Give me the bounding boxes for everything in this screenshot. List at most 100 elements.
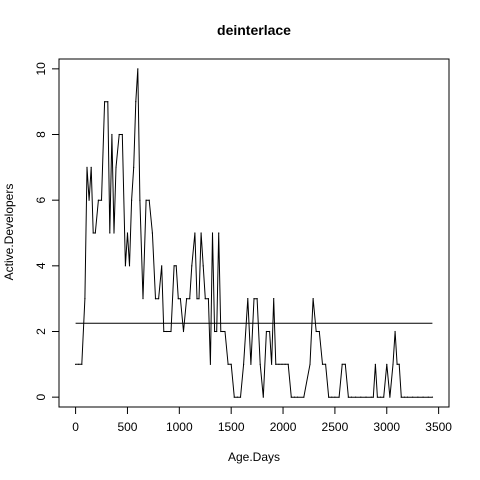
x-axis-label: Age.Days [228,450,280,464]
data-point [275,363,277,365]
y-tick-label: 4 [34,262,48,269]
data-point [350,396,353,398]
data-point [216,330,218,333]
y-tick-label: 8 [34,131,48,138]
data-point [94,232,96,234]
data-point [198,298,200,300]
data-point [107,101,109,103]
data-point [293,396,296,398]
plot-frame [58,58,450,408]
data-point [179,298,181,300]
data-point [256,298,258,300]
x-tick-label: 500 [117,420,137,434]
data-point [403,396,405,398]
x-tick-label: 2500 [322,420,349,434]
data-point [86,166,88,168]
data-point [239,396,242,398]
data-point [170,330,172,333]
x-tick-label: 0 [72,420,79,434]
data-point [177,298,179,300]
data-point [157,298,160,300]
data-point [250,363,252,365]
data-point [389,396,391,398]
data-point [338,396,340,398]
x-tick-label: 1000 [166,420,193,434]
data-point [113,232,115,234]
data-point [412,396,414,398]
data-point [175,265,177,267]
x-tick-label: 3500 [425,420,452,434]
data-point [163,330,165,333]
data-point [92,232,94,234]
data-point [355,396,357,398]
data-point [259,363,261,365]
data-point [202,265,204,267]
data-point [427,396,429,398]
data-point [81,363,83,365]
data-point [161,265,163,267]
data-point [131,199,133,201]
data-point [253,298,255,300]
data-point [194,232,196,234]
data-point [287,363,289,365]
data-point [196,298,198,300]
data-point [396,363,398,365]
x-tick-label: 1500 [218,420,245,434]
data-point [211,232,214,234]
data-point [118,133,120,136]
data-point [204,298,206,300]
data-point [233,396,235,398]
data-point [284,363,286,365]
data-point [218,232,220,234]
data-point [324,363,327,365]
data-point [185,298,188,300]
data-point [182,330,185,333]
data-point [166,330,168,333]
data-point [224,330,226,333]
x-tick-label: 2000 [270,420,297,434]
data-point [137,68,139,70]
data-point [278,363,280,365]
data-point [236,396,239,398]
data-point [151,232,153,234]
data-point [334,396,336,398]
data-point [406,396,409,398]
data-point [220,330,222,333]
y-tick-label: 2 [34,328,48,335]
data-point [376,396,379,398]
data-point [88,199,90,201]
y-tick-label: 0 [34,393,48,400]
data-point [321,363,324,365]
data-point [247,298,249,300]
data-point [191,265,193,267]
data-point [207,298,209,300]
data-point [365,396,367,398]
data-point [394,330,396,333]
data-point [222,330,224,333]
data-point [209,363,212,365]
data-point [104,101,106,103]
data-point [128,265,131,267]
data-point [154,298,157,300]
data-point [374,363,376,365]
data-point [230,363,232,365]
data-point [74,363,77,365]
data-point [303,396,305,398]
data-point [139,199,141,201]
data-point [200,232,202,234]
data-point [386,363,388,365]
data-point [243,363,245,365]
data-point [265,330,268,333]
data-point [111,133,113,136]
data-point [370,396,372,398]
data-point [400,396,402,398]
data-point [309,363,311,365]
data-point [398,363,400,365]
y-axis-label: Active.Developers [2,184,16,281]
data-point [422,396,424,398]
data-point [84,298,86,300]
data-point [227,363,229,365]
data-point [148,199,150,201]
data-point [121,133,123,136]
data-point [145,199,147,201]
